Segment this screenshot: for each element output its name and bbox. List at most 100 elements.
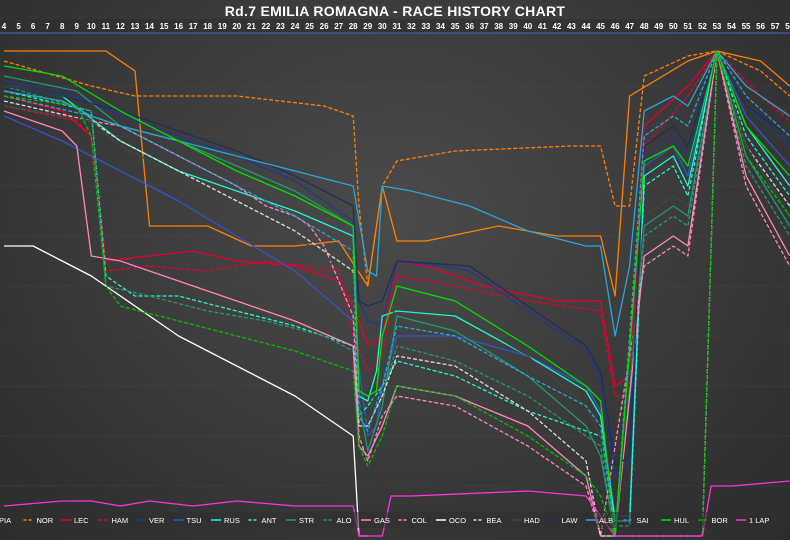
series-line [3,480,790,537]
series-line [4,50,790,297]
x-tick-label: 22 [261,22,270,31]
x-tick-label: 34 [436,22,445,31]
x-tick-label: 28 [349,22,358,31]
x-tick-label: 40 [523,22,532,31]
x-tick-label: 36 [465,22,474,31]
x-tick-label: 55 [742,22,751,31]
legend-label: 1 LAP [749,516,769,525]
legend-label: HAD [524,516,540,525]
x-tick-label: 52 [698,22,707,31]
x-tick-label: 31 [392,22,401,31]
x-tick-label: 15 [160,22,169,31]
x-tick-label: 50 [669,22,678,31]
series-line [3,50,790,287]
legend-label: RUS [224,516,240,525]
series-line [3,50,790,387]
x-tick-label: 54 [727,22,736,31]
legend-label: BEA [487,516,502,525]
x-tick-label: 10 [87,22,96,31]
legend-label: ALB [599,516,613,525]
series-line [3,50,790,337]
x-tick-label: 23 [276,22,285,31]
legend-label: NOR [37,516,54,525]
x-tick-label: 13 [130,22,139,31]
series-line [3,50,790,537]
x-tick-label: 43 [567,22,576,31]
x-tick-label: 44 [582,22,591,31]
series-line [3,50,790,477]
x-tick-label: 39 [509,22,518,31]
x-tick-label: 11 [102,22,111,31]
series-line [4,245,368,537]
legend-label: BOR [712,516,729,525]
x-tick-label: 45 [596,22,605,31]
x-tick-label: 4 [2,22,7,31]
x-tick-label: 57 [771,22,780,31]
x-tick-label: 5 [16,22,21,31]
x-tick-label: 58 [785,22,790,31]
x-tick-label: 35 [451,22,460,31]
legend-label: HUL [674,516,689,525]
chart-title: Rd.7 EMILIA ROMAGNA - RACE HISTORY CHART [224,3,566,19]
series-line [3,50,790,537]
x-tick-label: 25 [305,22,314,31]
x-tick-label: 24 [291,22,300,31]
legend-label: COL [412,516,427,525]
series-line [3,50,790,537]
legend-label: ANT [262,516,277,525]
x-tick-label: 17 [189,22,198,31]
x-tick-label: 16 [174,22,183,31]
series-line [3,50,790,537]
series-line [3,50,790,537]
legend-label: LAW [562,516,579,525]
x-tick-label: 41 [538,22,547,31]
x-tick-label: 18 [203,22,212,31]
legend-label: PIA [0,516,11,525]
x-tick-label: 51 [683,22,692,31]
x-tick-label: 6 [31,22,36,31]
legend-label: HAM [112,516,129,525]
series-line [3,50,790,517]
series-line [3,50,790,467]
legend-band [0,512,790,528]
x-tick-label: 33 [421,22,430,31]
x-tick-label: 14 [145,22,154,31]
x-tick-label: 27 [334,22,343,31]
legend-label: ALO [337,516,352,525]
x-tick-label: 48 [640,22,649,31]
x-tick-label: 21 [247,22,256,31]
x-tick-label: 38 [494,22,503,31]
legend-label: LEC [74,516,89,525]
legend-label: STR [299,516,315,525]
series-line [3,50,790,537]
x-tick-label: 30 [378,22,387,31]
x-tick-label: 42 [552,22,561,31]
x-tick-label: 29 [363,22,372,31]
legend-label: GAS [374,516,390,525]
x-tick-label: 19 [218,22,227,31]
legend-label: VER [149,516,165,525]
series-line [3,50,790,397]
x-tick-label: 56 [756,22,765,31]
x-tick-label: 53 [712,22,721,31]
x-tick-label: 20 [232,22,241,31]
series-line [3,50,790,527]
legend-label: TSU [187,516,202,525]
x-tick-label: 37 [480,22,489,31]
legend-label: SAI [637,516,649,525]
x-tick-label: 49 [654,22,663,31]
x-tick-label: 26 [320,22,329,31]
x-tick-label: 47 [625,22,634,31]
x-tick-label: 7 [45,22,50,31]
series-line [3,50,790,537]
legend-label: OCO [449,516,466,525]
x-tick-label: 46 [611,22,620,31]
x-tick-label: 12 [116,22,125,31]
x-tick-label: 32 [407,22,416,31]
series-line [3,50,790,522]
series-line [3,50,790,537]
x-tick-label: 8 [60,22,65,31]
series-line [3,50,790,537]
